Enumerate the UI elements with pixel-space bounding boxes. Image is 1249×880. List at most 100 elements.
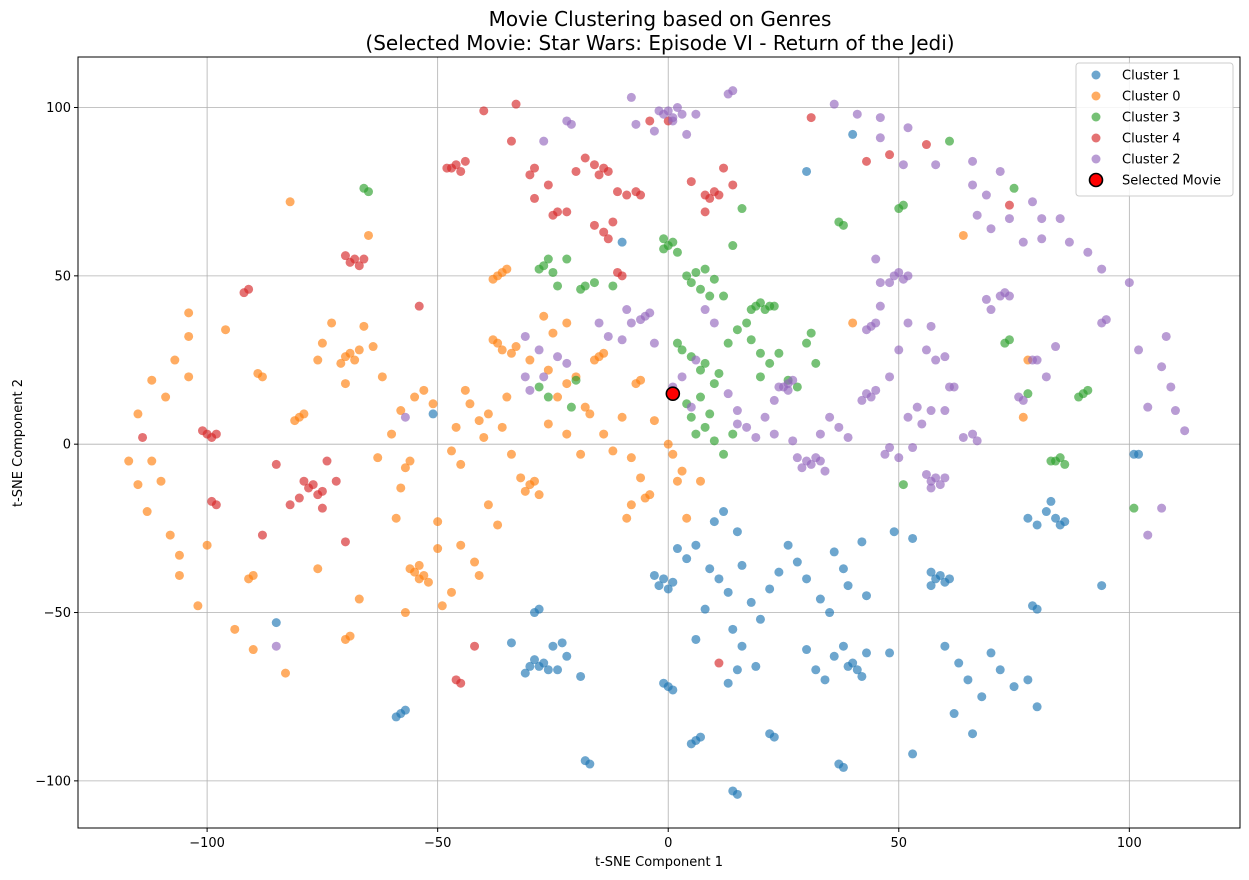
scatter-point	[1023, 513, 1033, 523]
scatter-point	[714, 368, 724, 378]
scatter-point	[926, 406, 936, 416]
scatter-point	[599, 227, 609, 237]
scatter-point	[184, 331, 194, 341]
scatter-point	[802, 574, 812, 584]
scatter-point	[506, 348, 516, 358]
scatter-point	[336, 358, 346, 368]
legend-label: Cluster 3	[1122, 111, 1181, 126]
scatter-point	[350, 355, 360, 365]
scatter-point	[483, 409, 493, 419]
scatter-point	[774, 382, 784, 392]
scatter-point	[428, 399, 438, 409]
scatter-point	[682, 513, 692, 523]
scatter-point	[783, 385, 793, 395]
scatter-point	[885, 278, 895, 288]
scatter-point	[806, 328, 816, 338]
scatter-point	[271, 641, 281, 651]
scatter-point	[534, 345, 544, 355]
scatter-point	[230, 624, 240, 634]
scatter-point	[340, 251, 350, 261]
scatter-point	[806, 459, 816, 469]
scatter-point	[986, 305, 996, 315]
scatter-point	[705, 193, 715, 203]
scatter-point	[940, 641, 950, 651]
scatter-point	[682, 129, 692, 139]
scatter-point	[428, 409, 438, 419]
y-tick-label: 50	[54, 269, 71, 284]
scatter-point	[1004, 214, 1014, 224]
scatter-point	[391, 513, 401, 523]
scatter-point	[686, 739, 696, 749]
scatter-point	[714, 658, 724, 668]
scatter-point	[631, 187, 641, 197]
scatter-point	[963, 675, 973, 685]
scatter-point	[1161, 331, 1171, 341]
scatter-point	[677, 466, 687, 476]
scatter-point	[732, 406, 742, 416]
scatter-point	[769, 732, 779, 742]
scatter-point	[257, 530, 267, 540]
scatter-point	[1166, 382, 1176, 392]
scatter-point	[700, 264, 710, 274]
scatter-point	[871, 318, 881, 328]
scatter-point	[852, 665, 862, 675]
scatter-point	[1083, 247, 1093, 257]
scatter-point	[686, 278, 696, 288]
scatter-point	[848, 318, 858, 328]
scatter-point	[400, 412, 410, 422]
scatter-point	[543, 180, 553, 190]
scatter-point	[460, 156, 470, 166]
scatter-point	[783, 540, 793, 550]
scatter-point	[972, 210, 982, 220]
scatter-point	[968, 729, 978, 739]
scatter-point	[977, 692, 987, 702]
scatter-point	[663, 439, 673, 449]
scatter-point	[562, 379, 572, 389]
scatter-point	[1023, 389, 1033, 399]
scatter-point	[244, 574, 254, 584]
legend-label: Cluster 0	[1122, 90, 1181, 105]
y-tick-label: −100	[35, 774, 71, 789]
scatter-point	[553, 352, 563, 362]
scatter-point	[935, 570, 945, 580]
scatter-point	[603, 166, 613, 176]
scatter-point	[1157, 503, 1167, 513]
scatter-point	[566, 402, 576, 412]
scatter-point	[926, 476, 936, 486]
scatter-point	[506, 136, 516, 146]
scatter-point	[972, 436, 982, 446]
scatter-point	[622, 513, 632, 523]
scatter-point	[880, 449, 890, 459]
scatter-point	[562, 318, 572, 328]
scatter-point	[1037, 234, 1047, 244]
scatter-point	[470, 641, 480, 651]
scatter-point	[364, 230, 373, 240]
scatter-point	[433, 544, 443, 554]
scatter-point	[147, 456, 157, 466]
scatter-point	[437, 601, 447, 611]
selected-movie-marker	[665, 386, 681, 401]
scatter-point	[281, 668, 290, 678]
scatter-point	[599, 429, 609, 439]
scatter-point	[691, 267, 701, 277]
scatter-point	[308, 480, 318, 490]
scatter-point	[1041, 507, 1051, 517]
scatter-point	[506, 449, 516, 459]
scatter-point	[714, 190, 724, 200]
scatter-point	[732, 419, 742, 429]
scatter-point	[387, 429, 397, 439]
y-tick-label: 100	[46, 101, 71, 116]
scatter-point	[1004, 200, 1014, 210]
legend-marker	[1091, 154, 1101, 164]
scatter-point	[672, 247, 682, 257]
scatter-point	[875, 113, 885, 123]
scatter-point	[589, 278, 599, 288]
scatter-point	[696, 284, 705, 294]
scatter-point	[576, 671, 586, 681]
scatter-point	[981, 190, 991, 200]
scatter-point	[732, 789, 742, 799]
scatter-point	[825, 608, 835, 618]
scatter-point	[516, 473, 526, 483]
scatter-point	[571, 375, 581, 385]
scatter-point	[248, 645, 258, 655]
